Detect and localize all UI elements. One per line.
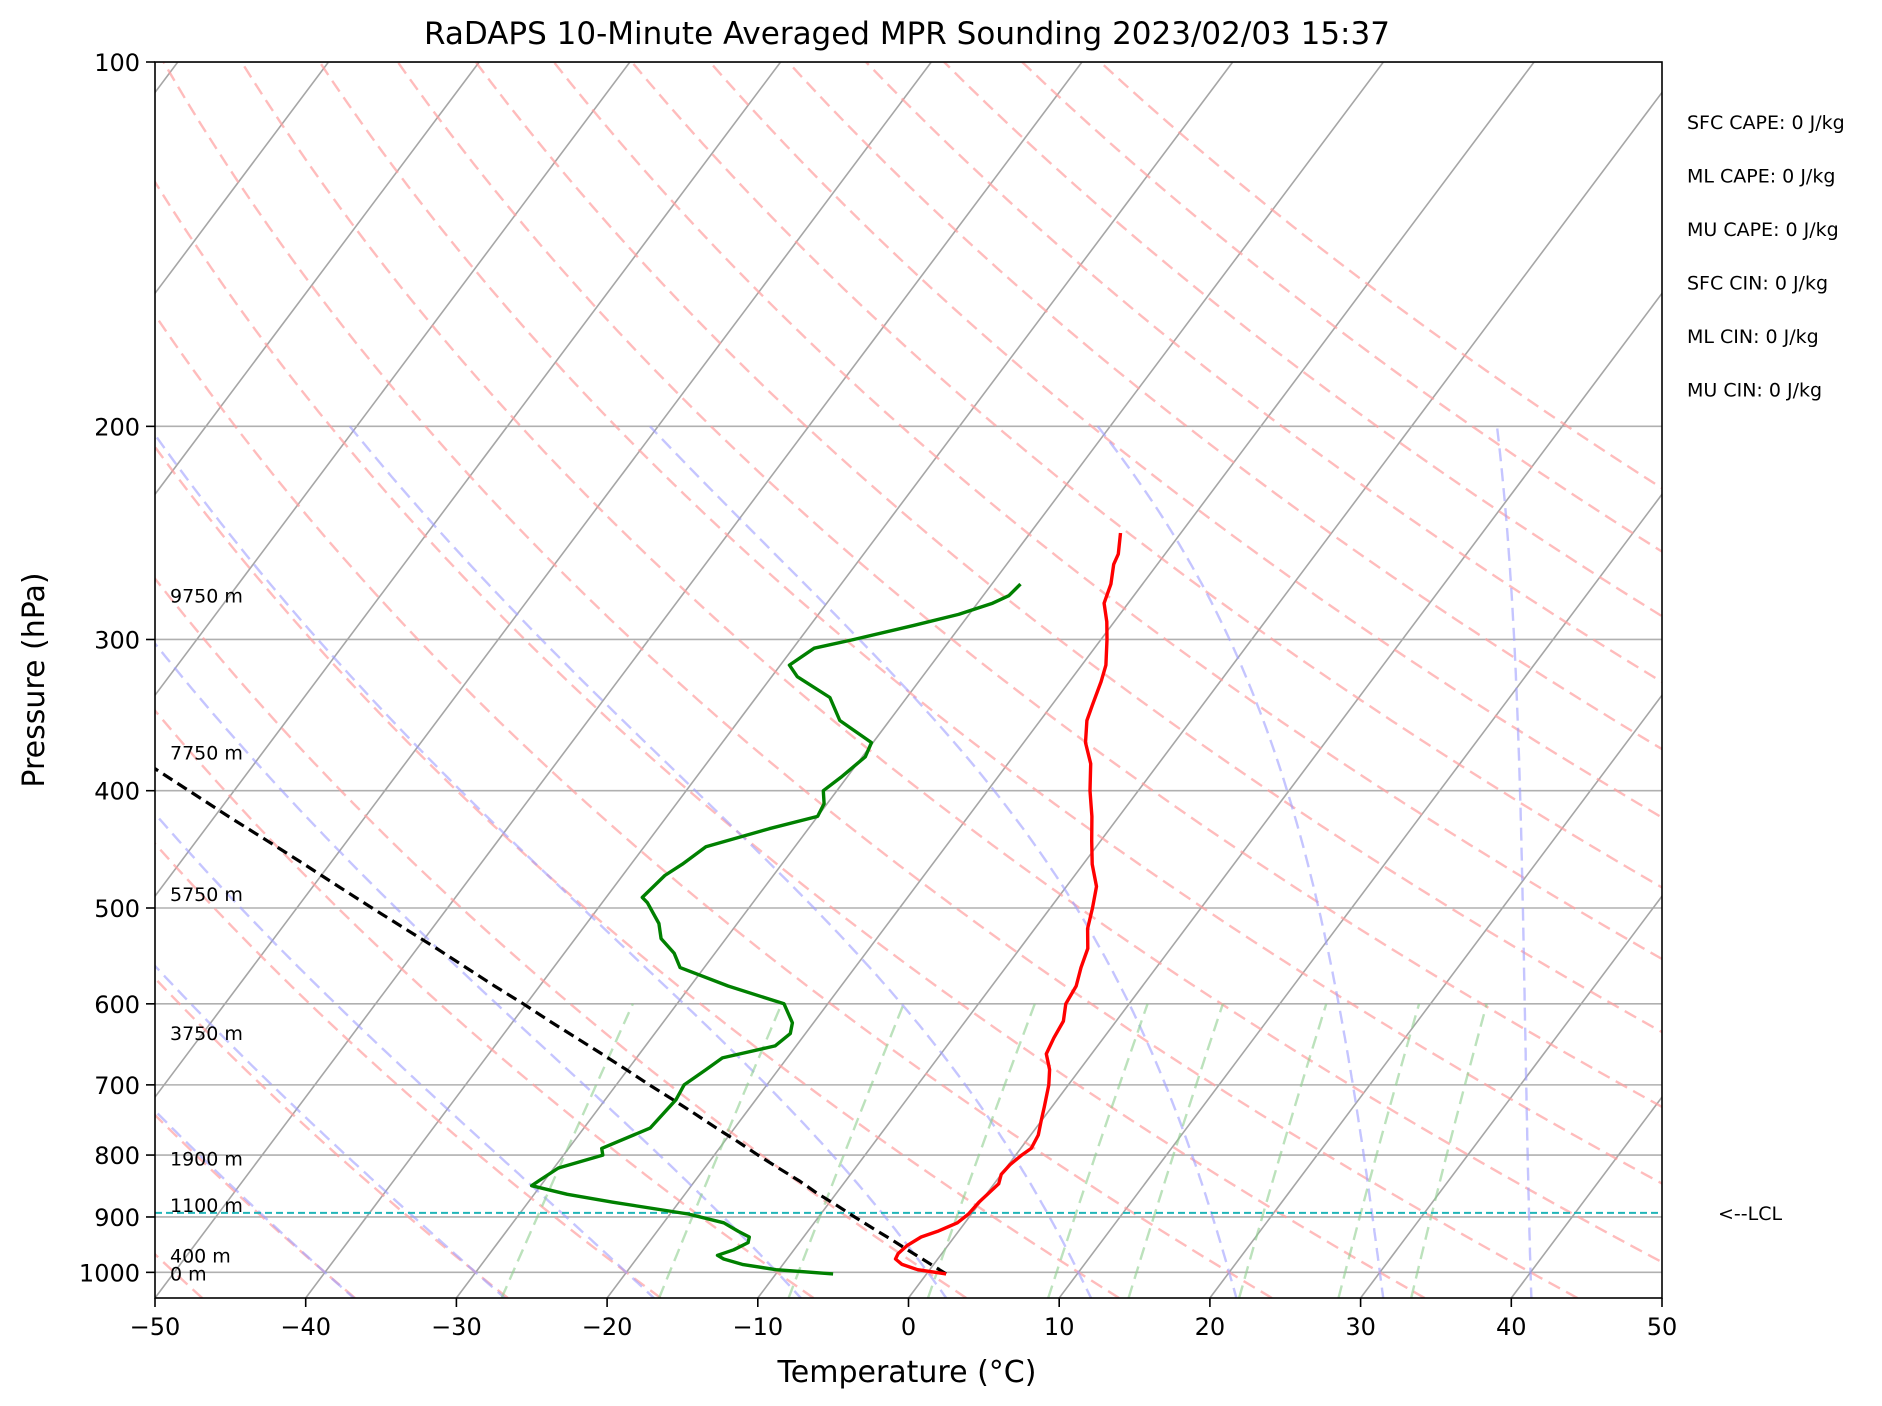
- mixing-ratio-line: [1047, 1003, 1149, 1298]
- mixing-ratio-line: [1410, 1003, 1488, 1298]
- moist-adiabat-line: [155, 811, 656, 1298]
- dry-adiabat-line: [155, 179, 1426, 1298]
- dry-adiabat-line: [709, 62, 1662, 819]
- mixing-ratio-line: [1127, 1003, 1225, 1298]
- height-label: 0 m: [170, 1263, 207, 1285]
- isotherm-10: [1058, 492, 1662, 1298]
- mixing-ratio-line: [926, 1003, 1036, 1298]
- moist-adiabat-line: [155, 432, 948, 1298]
- y-tick-label: 700: [94, 1072, 140, 1100]
- height-label: 9750 m: [170, 586, 243, 608]
- isotherm--40: [305, 62, 1234, 1298]
- dry-adiabat-line: [155, 444, 1120, 1298]
- isotherm-20: [1209, 693, 1662, 1298]
- x-tick-label: 30: [1345, 1313, 1376, 1341]
- isotherm--70: [155, 62, 782, 898]
- dry-adiabat-line: [865, 62, 1662, 684]
- x-tick-label: −10: [732, 1313, 783, 1341]
- moist-adiabat-line: [348, 425, 1093, 1298]
- mixing-ratio-line: [1237, 1003, 1328, 1298]
- isotherm--90: [155, 62, 480, 496]
- x-tick-label: −30: [431, 1313, 482, 1341]
- mixing-ratio-line: [1337, 1003, 1421, 1298]
- index-label: ML CIN: 0 J/kg: [1687, 326, 1819, 348]
- index-label: MU CAPE: 0 J/kg: [1687, 219, 1839, 241]
- isotherm--20: [606, 62, 1535, 1298]
- moist-adiabat-line: [1096, 425, 1385, 1298]
- y-tick-label: 900: [94, 1204, 140, 1232]
- mixing-ratio-line: [657, 1003, 783, 1298]
- dry-adiabat-line: [552, 62, 1662, 961]
- y-tick-label: 300: [94, 626, 140, 654]
- labels-layer: <--LCL 9750 m 7750 m 5750 m 3750 m 1900 m 1100…: [170, 112, 1845, 1285]
- x-tick-label: −50: [130, 1313, 181, 1341]
- moist-adiabat-line: [1495, 426, 1533, 1298]
- dry-adiabat-line: [943, 62, 1662, 618]
- dewpoint-profile-line: [529, 582, 1022, 1276]
- temperature-profile-line: [893, 532, 1123, 1276]
- dry-adiabat-line: [474, 62, 1662, 1034]
- height-label: 400 m: [170, 1245, 231, 1267]
- y-tick-label: 400: [94, 778, 140, 806]
- index-label: SFC CAPE: 0 J/kg: [1687, 112, 1845, 134]
- profiles-layer: [155, 532, 1123, 1276]
- isotherm--60: [155, 62, 932, 1099]
- height-label: 1900 m: [170, 1148, 243, 1170]
- moist-adiabat-line: [155, 964, 507, 1298]
- y-tick-label: 800: [94, 1142, 140, 1170]
- chart-title: RaDAPS 10-Minute Averaged MPR Sounding 2…: [424, 16, 1390, 52]
- mixing-ratio-line: [500, 1003, 634, 1298]
- isotherm--30: [455, 62, 1385, 1298]
- y-axis-label: Pressure (hPa): [17, 572, 52, 787]
- x-tick-label: 10: [1044, 1313, 1075, 1341]
- isotherm-0: [907, 291, 1662, 1298]
- axes-layer: −50 −40 −30 −20 −10 0 10 20 30 40 50 100 200 300 400 50…: [79, 49, 1677, 1341]
- y-tick-label: 600: [94, 991, 140, 1019]
- height-label: 3750 m: [170, 1023, 243, 1045]
- moist-adiabat-line: [155, 641, 803, 1298]
- x-tick-label: −20: [582, 1313, 633, 1341]
- y-tick-label: 500: [94, 895, 140, 923]
- index-label: ML CAPE: 0 J/kg: [1687, 166, 1835, 188]
- height-label: 5750 m: [170, 884, 243, 906]
- isotherm--100: [155, 62, 330, 295]
- x-axis-label: Temperature (°C): [777, 1355, 1037, 1390]
- x-tick-label: 20: [1195, 1313, 1226, 1341]
- lcl-label: <--LCL: [1718, 1203, 1782, 1225]
- isotherm-30: [1359, 894, 1662, 1298]
- y-tick-label: 100: [94, 49, 140, 77]
- index-label: SFC CIN: 0 J/kg: [1687, 273, 1828, 295]
- dry-adiabat-line: [396, 62, 1662, 1109]
- parcel-profile-line: [155, 766, 947, 1276]
- y-tick-label: 1000: [79, 1259, 140, 1287]
- index-label: MU CIN: 0 J/kg: [1687, 380, 1822, 402]
- background-lines-layer: [155, 62, 1662, 1298]
- height-label: 1100 m: [170, 1195, 243, 1217]
- isotherm--80: [155, 62, 631, 697]
- dry-adiabat-line: [162, 62, 1579, 1298]
- height-label: 7750 m: [170, 743, 243, 765]
- y-tick-label: 200: [94, 413, 140, 441]
- dry-adiabat-line: [155, 708, 815, 1298]
- dry-adiabat-line: [787, 62, 1662, 751]
- dry-adiabat-line: [155, 841, 662, 1298]
- x-tick-label: 40: [1496, 1313, 1527, 1341]
- isotherm--50: [155, 62, 1083, 1298]
- dry-adiabat-line: [155, 312, 1273, 1298]
- dry-adiabat-line: [318, 62, 1662, 1185]
- dry-adiabat-line: [240, 62, 1662, 1264]
- x-tick-label: −40: [280, 1313, 331, 1341]
- x-tick-label: 0: [901, 1313, 916, 1341]
- x-tick-label: 50: [1647, 1313, 1678, 1341]
- mixing-ratio-line: [787, 1003, 905, 1298]
